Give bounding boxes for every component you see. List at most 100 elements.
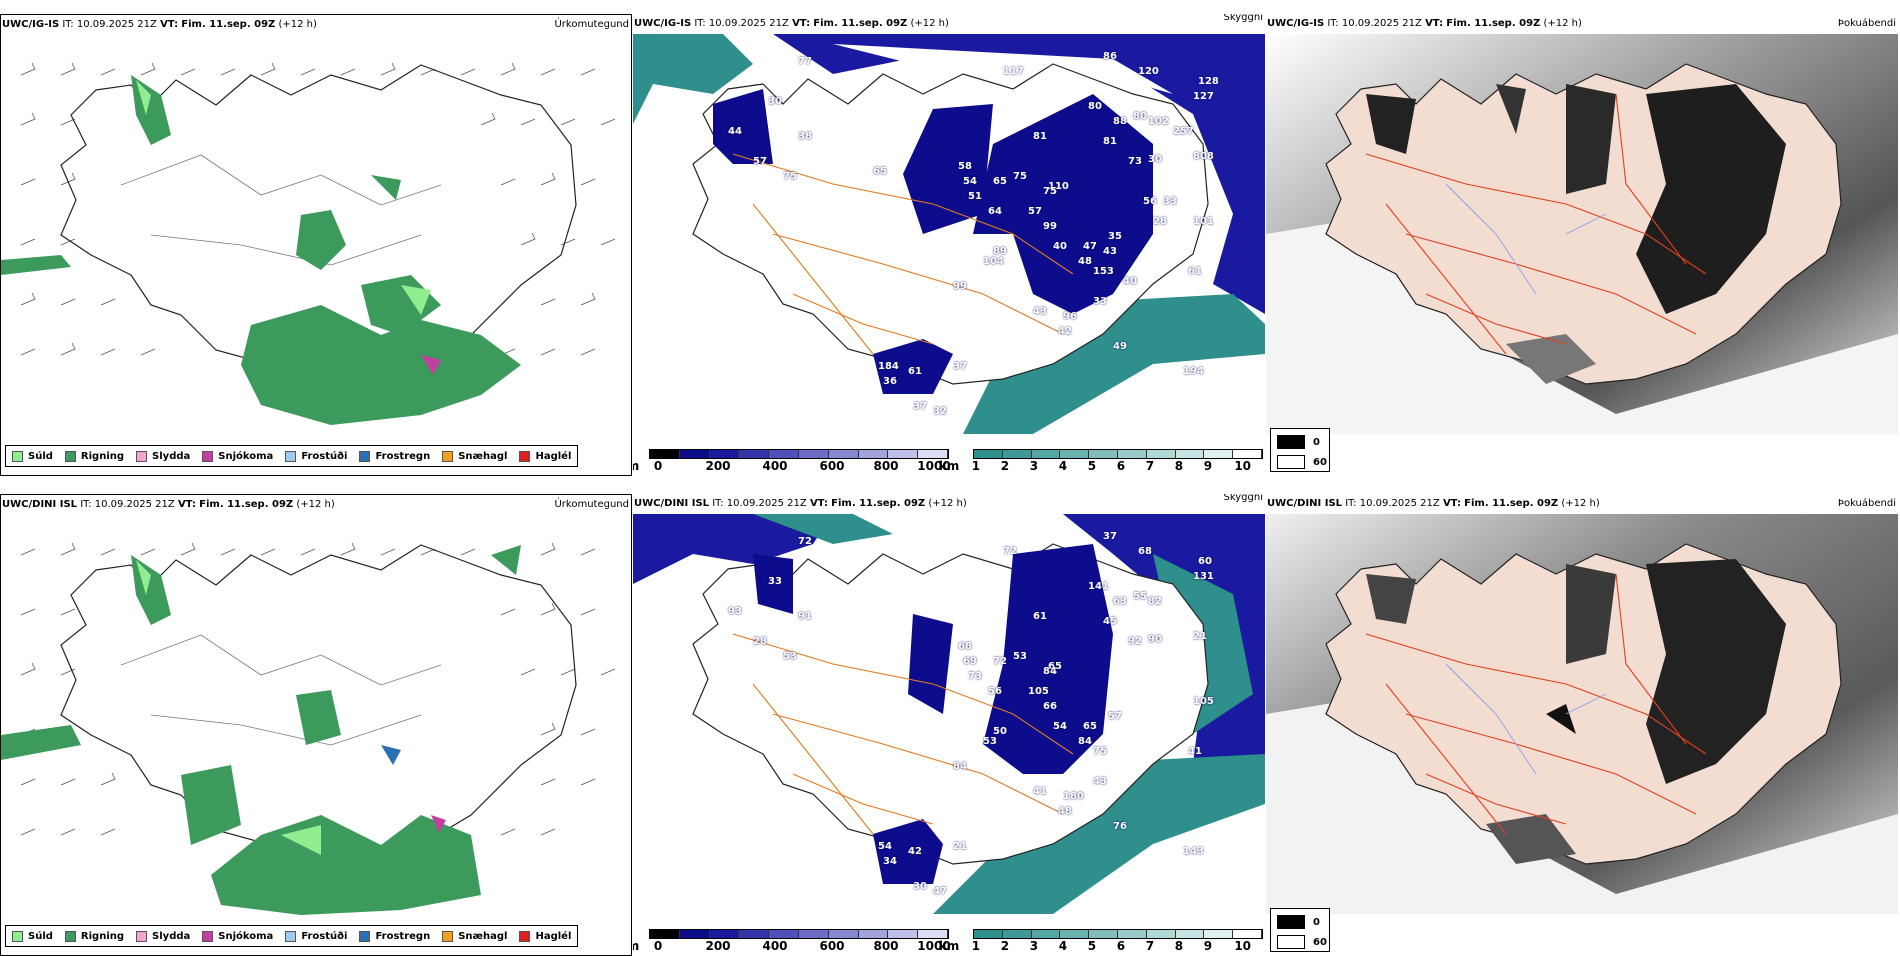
lead-time: (+12 h) <box>1561 498 1600 509</box>
cloud-base-value: 61 <box>1188 266 1202 277</box>
cloud-base-value: 33 <box>1163 196 1177 207</box>
cloud-base-value: 90 <box>1148 634 1162 645</box>
panel-header: UWC/DINI ISL IT: 10.09.2025 21Z VT: Fim.… <box>634 494 1263 512</box>
cloud-base-value: 68 <box>1138 546 1152 557</box>
cloud-base-value: 75 <box>783 171 797 182</box>
cloud-base-value: 92 <box>1128 636 1142 647</box>
cloud-base-value: 82 <box>1148 596 1162 607</box>
cloud-base-value: 72 <box>1003 546 1017 557</box>
cloud-base-value: 75 <box>1043 186 1057 197</box>
cloud-base-value: 37 <box>953 361 967 372</box>
cloud-base-value: 34 <box>883 856 897 867</box>
precip-type-panel-row2: UWC/DINI ISL IT: 10.09.2025 21Z VT: Fim.… <box>0 494 632 956</box>
cloud-base-value: 43 <box>1093 776 1107 787</box>
cloud-base-value: 99 <box>953 281 967 292</box>
cloud-base-value: 57 <box>753 156 767 167</box>
cloud-base-value: 76 <box>1113 821 1127 832</box>
valid-time-label: VT: <box>809 498 828 509</box>
cloud-base-value: 66 <box>1043 701 1057 712</box>
valid-time: Fim. 11.sep. 09Z <box>1464 498 1559 509</box>
cloud-base-value: 84 <box>1078 736 1092 747</box>
legend-item-drizzle: Súld <box>12 450 53 462</box>
valid-time: Fim. 11.sep. 09Z <box>813 18 908 29</box>
valid-time-label: VT: <box>1425 18 1444 29</box>
cloud-base-value: 65 <box>873 166 887 177</box>
legend-item-hail: Haglél <box>519 930 571 942</box>
legend-item-rain: Rigning <box>64 930 124 942</box>
cloud-base-value: 21 <box>1193 631 1207 642</box>
cloud-base-value: 48 <box>1058 806 1072 817</box>
fog-legend: 0 60 <box>1270 428 1330 472</box>
panel-title: Úrkomutegund <box>554 499 629 510</box>
cloud-base-value: 42 <box>1058 326 1072 337</box>
fog-indicator-panel-row1: UWC/IG-IS IT: 10.09.2025 21Z VT: Fim. 11… <box>1266 14 1898 476</box>
cloud-base-value: 257 <box>1173 126 1194 137</box>
panel-title: Skyggni <box>1223 14 1263 23</box>
legend-item-snow-pellets: Snæhagl <box>442 930 507 942</box>
valid-time-label: VT: <box>792 18 811 29</box>
cloud-base-value: 89 <box>993 246 1007 257</box>
cloud-base-unit: m <box>633 939 639 953</box>
cloud-base-value: 105 <box>1193 696 1214 707</box>
precip-map <box>1 62 616 425</box>
legend-item-snow-pellets: Snæhagl <box>442 450 507 462</box>
cloud-base-value: 101 <box>1193 216 1214 227</box>
panel-header: UWC/DINI ISL IT: 10.09.2025 21Z VT: Fim.… <box>1267 498 1896 512</box>
init-time: 10.09.2025 21Z <box>94 499 175 510</box>
legend-item-snow: Snjókoma <box>202 930 273 942</box>
cloud-base-value: 77 <box>798 56 812 67</box>
cloud-visibility-panel-row1: UWC/IG-IS IT: 10.09.2025 21Z VT: Fim. 11… <box>633 14 1265 476</box>
legend-item-sleet: Slydda <box>136 930 190 942</box>
cloud-base-value: 54 <box>878 841 892 852</box>
cloud-base-value: 104 <box>983 256 1004 267</box>
lead-time: (+12 h) <box>928 498 967 509</box>
cloud-base-value: 81 <box>1033 131 1047 142</box>
cloud-base-value: 141 <box>1088 581 1109 592</box>
cloud-base-value: 128 <box>1198 76 1219 87</box>
cloud-base-value: 88 <box>1113 116 1127 127</box>
lead-time: (+12 h) <box>910 18 949 29</box>
legend-item-rain: Rigning <box>64 450 124 462</box>
cloud-base-value: 50 <box>993 726 1007 737</box>
cloud-base-value: 68 <box>958 641 972 652</box>
cloud-base-value: 54 <box>963 176 977 187</box>
lead-time: (+12 h) <box>1543 18 1582 29</box>
cloud-base-value: 53 <box>783 651 797 662</box>
cloud-base-value: 93 <box>728 606 742 617</box>
cloud-base-unit: m <box>633 459 639 473</box>
cloud-base-value: 72 <box>798 536 812 547</box>
panel-title: Þokuábendi <box>1837 498 1896 509</box>
cloud-base-value: 61 <box>908 366 922 377</box>
model-name: UWC/IG-IS <box>1267 18 1325 29</box>
cloud-base-value: 37 <box>1103 531 1117 542</box>
cloud-base-value: 65 <box>1083 721 1097 732</box>
legend-item-drizzle: Súld <box>12 930 53 942</box>
cloud-base-value: 44 <box>728 126 742 137</box>
cloud-base-value: 33 <box>1093 296 1107 307</box>
cloud-base-colorbar: m 0 200 400 600 800 1000 <box>633 449 951 473</box>
cloud-base-value: 32 <box>933 406 947 417</box>
cloud-base-value: 75 <box>1013 171 1027 182</box>
init-time: 10.09.2025 21Z <box>726 498 807 509</box>
cloud-base-value: 99 <box>1043 221 1057 232</box>
precip-legend: Súld Rigning Slydda Snjókoma Frostúði Fr… <box>5 445 579 467</box>
cloud-base-value: 65 <box>1048 661 1062 672</box>
precip-legend: Súld Rigning Slydda Snjókoma Frostúði Fr… <box>5 925 579 947</box>
valid-time-label: VT: <box>177 499 196 510</box>
cloud-base-value: 41 <box>1188 746 1202 757</box>
init-time: 10.09.2025 21Z <box>708 18 789 29</box>
panel-header: UWC/IG-IS IT: 10.09.2025 21Z VT: Fim. 11… <box>2 19 629 33</box>
cloud-map <box>633 514 1265 914</box>
valid-time: Fim. 11.sep. 09Z <box>1446 18 1541 29</box>
model-name: UWC/IG-IS <box>2 19 60 30</box>
cloud-base-value: 120 <box>1138 66 1159 77</box>
cloud-base-value: 48 <box>1078 256 1092 267</box>
legend-item-sleet: Slydda <box>136 450 190 462</box>
lead-time: (+12 h) <box>278 19 317 30</box>
cloud-base-value: 180 <box>1063 791 1084 802</box>
cloud-base-value: 65 <box>993 176 1007 187</box>
cloud-base-value: 21 <box>953 841 967 852</box>
cloud-base-value: 84 <box>953 761 967 772</box>
cloud-base-value: 45 <box>1103 616 1117 627</box>
init-time: 10.09.2025 21Z <box>1359 498 1440 509</box>
